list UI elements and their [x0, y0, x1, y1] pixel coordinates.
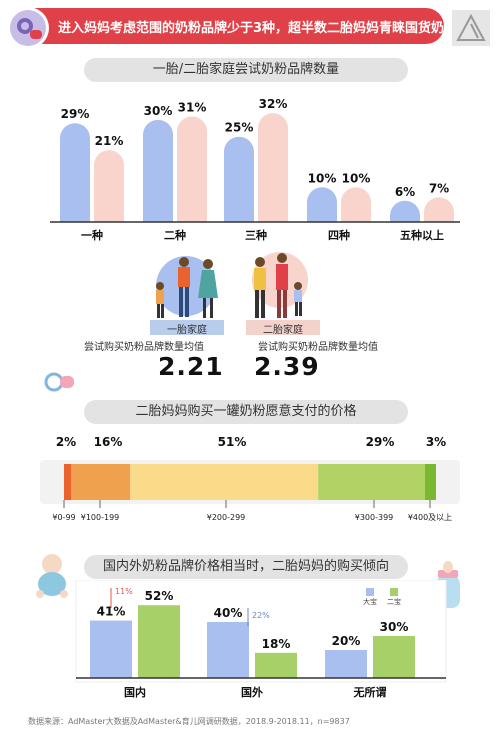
bar-二宝-1 — [255, 652, 297, 678]
data-label: 40% — [214, 606, 243, 620]
bar-大宝-1 — [207, 622, 249, 678]
category-label: 一种 — [81, 228, 103, 242]
data-label: 2% — [56, 435, 76, 449]
data-label: 52% — [145, 589, 174, 603]
first-family-avg-caption: 尝试购买奶粉品牌数量均值 — [84, 342, 204, 353]
section2-title: 二胎妈妈购买一罐奶粉愿意支付的价格 — [84, 400, 408, 424]
category-label: ¥100-199 — [81, 513, 120, 522]
bar-大宝-2 — [325, 650, 367, 678]
data-label: 25% — [225, 121, 254, 135]
price-chart: 2% 16% 51% 29% 3% ¥0-99 ¥100-199 ¥200-299 ¥300-3… — [40, 435, 460, 522]
segment-3 — [318, 464, 425, 500]
legend-label: 二宝 — [387, 597, 401, 606]
data-label: 31% — [178, 100, 207, 114]
segment-1 — [71, 464, 131, 500]
bar-first-0 — [60, 123, 90, 222]
bar-second-3 — [341, 187, 371, 222]
second-family-illustration — [252, 252, 308, 318]
baby-decoration-icon — [36, 554, 68, 598]
brand-count-chart: 29% 21% 一种 30% 31% 二种 25% 32% 三种 10% 10% 四种 6% 7% 五种以上 — [50, 97, 460, 242]
category-label: 国外 — [241, 685, 263, 699]
second-family-label: 二胎家庭 — [246, 320, 320, 336]
bar-二宝-0 — [138, 605, 180, 678]
data-source-note: 数据来源：AdMaster大数据及AdMaster&育儿网调研数据，2018.9… — [28, 717, 350, 726]
section3-title: 国内外奶粉品牌价格相当时，二胎妈妈的购买倾向 — [84, 555, 408, 579]
category-label: ¥300-399 — [355, 513, 394, 522]
segment-0 — [64, 464, 72, 500]
data-label: 20% — [332, 634, 361, 648]
category-label: 无所谓 — [353, 685, 387, 699]
data-label: 32% — [259, 97, 288, 111]
category-label: ¥400及以上 — [408, 513, 452, 522]
data-label: 29% — [366, 435, 395, 449]
preference-chart: 41% 52% 国内 40% 18% 国外 20% 30% 无所谓 11% 22% 大宝 二宝 — [75, 580, 447, 699]
bar-大宝-0 — [90, 620, 132, 678]
bar-second-4 — [424, 197, 454, 222]
change-annotation: 11% — [115, 587, 133, 596]
data-label: 6% — [395, 185, 415, 199]
segment-4 — [424, 464, 436, 500]
bar-first-4 — [390, 200, 420, 222]
category-label: ¥0-99 — [52, 513, 75, 522]
data-label: 30% — [380, 620, 409, 634]
data-label: 18% — [262, 637, 291, 651]
data-label: 7% — [429, 181, 449, 195]
bar-二宝-2 — [373, 636, 415, 678]
second-family-avg-value: 2.39 — [254, 352, 320, 381]
category-label: ¥200-299 — [207, 513, 246, 522]
bar-first-1 — [143, 119, 173, 222]
bar-first-3 — [307, 187, 337, 222]
data-label: 30% — [144, 104, 173, 118]
category-label: 五种以上 — [400, 228, 444, 242]
brand-logo-icon — [452, 10, 490, 46]
bar-second-0 — [94, 150, 125, 222]
first-family-illustration — [156, 256, 218, 318]
data-label: 29% — [61, 107, 90, 121]
data-label: 3% — [426, 435, 446, 449]
header-title: 进入妈妈考虑范围的奶粉品牌少于3种，超半数二胎妈妈青睐国货奶粉 — [58, 21, 458, 36]
category-label: 三种 — [245, 228, 267, 242]
section1-title: 一胎/二胎家庭尝试奶粉品牌数量 — [84, 58, 408, 82]
first-family-avg-value: 2.21 — [158, 352, 224, 381]
pacifier-decoration-icon — [44, 372, 74, 392]
data-label: 10% — [342, 171, 371, 185]
legend-swatch — [390, 588, 398, 596]
data-label: 10% — [308, 171, 337, 185]
category-label: 国内 — [124, 685, 146, 699]
data-label: 51% — [218, 435, 247, 449]
legend-label: 大宝 — [363, 597, 377, 606]
bar-second-1 — [177, 116, 207, 222]
second-family-avg-caption: 尝试购买奶粉品牌数量均值 — [258, 342, 378, 353]
category-label: 四种 — [328, 228, 350, 242]
category-label: 二种 — [164, 228, 186, 242]
legend-swatch — [366, 588, 374, 596]
first-family-label: 一胎家庭 — [150, 320, 224, 336]
data-label: 41% — [97, 605, 126, 619]
change-annotation: 22% — [252, 611, 270, 620]
data-label: 21% — [95, 134, 124, 148]
segment-2 — [130, 464, 319, 500]
header-banner — [8, 8, 444, 44]
bar-first-2 — [224, 136, 254, 222]
bar-second-2 — [258, 113, 288, 222]
pacifier-icon — [7, 7, 49, 49]
data-label: 16% — [94, 435, 123, 449]
